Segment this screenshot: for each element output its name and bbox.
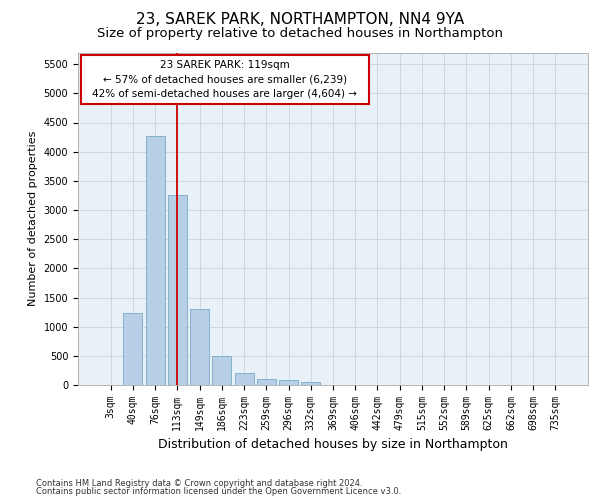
Bar xyxy=(279,380,298,385)
Text: Size of property relative to detached houses in Northampton: Size of property relative to detached ho… xyxy=(97,28,503,40)
FancyBboxPatch shape xyxy=(80,55,368,104)
X-axis label: Distribution of detached houses by size in Northampton: Distribution of detached houses by size … xyxy=(158,438,508,452)
Bar xyxy=(146,136,164,385)
Bar xyxy=(168,196,187,385)
Bar xyxy=(257,379,276,385)
Y-axis label: Number of detached properties: Number of detached properties xyxy=(28,131,38,306)
Text: 23, SAREK PARK, NORTHAMPTON, NN4 9YA: 23, SAREK PARK, NORTHAMPTON, NN4 9YA xyxy=(136,12,464,28)
Bar xyxy=(235,373,254,385)
Bar xyxy=(124,313,142,385)
Text: Contains public sector information licensed under the Open Government Licence v3: Contains public sector information licen… xyxy=(36,487,401,496)
Bar xyxy=(212,356,231,385)
Bar xyxy=(190,309,209,385)
Bar xyxy=(301,382,320,385)
Text: 23 SAREK PARK: 119sqm
← 57% of detached houses are smaller (6,239)
42% of semi-d: 23 SAREK PARK: 119sqm ← 57% of detached … xyxy=(92,60,357,99)
Text: Contains HM Land Registry data © Crown copyright and database right 2024.: Contains HM Land Registry data © Crown c… xyxy=(36,478,362,488)
